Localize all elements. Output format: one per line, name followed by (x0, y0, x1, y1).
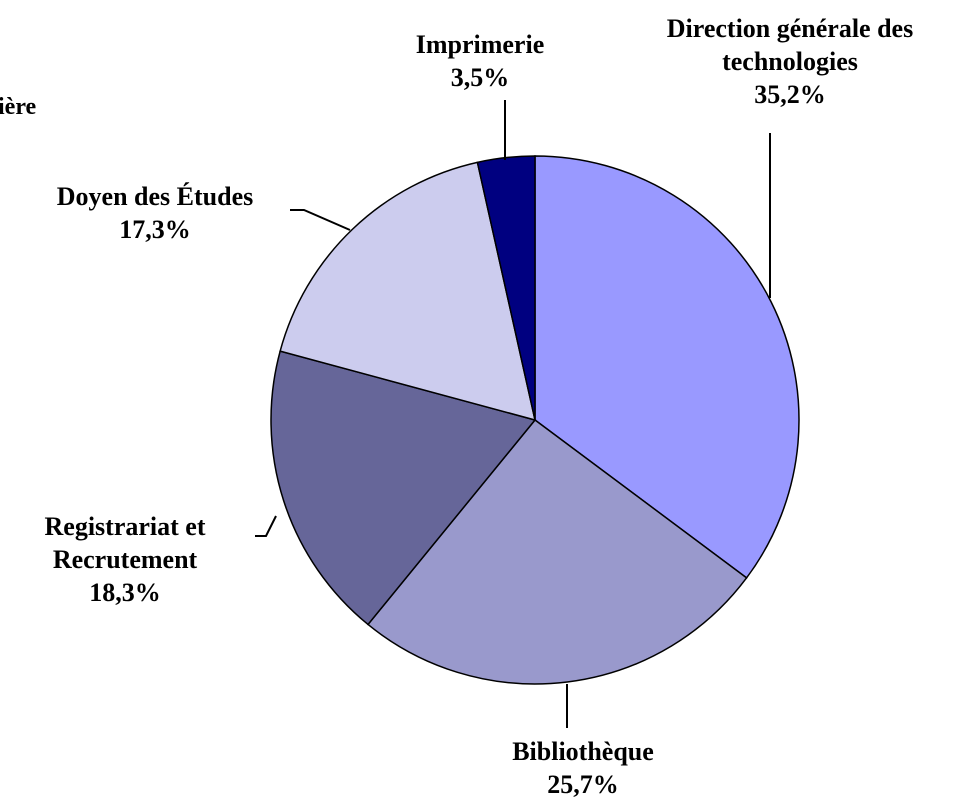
pie-slice (534, 155, 800, 579)
slice-label: Registrariat et Recrutement 18,3% (5, 510, 245, 609)
chart-title: ière (0, 94, 37, 120)
pie-slice (279, 161, 537, 422)
slice-label: Imprimerie 3,5% (380, 28, 580, 94)
slice-label: Direction générale des technologies 35,2% (615, 12, 965, 111)
value-label: 18,3% (89, 578, 161, 607)
category-label: Direction générale des technologies (666, 14, 914, 76)
leader-line (255, 515, 277, 537)
value-label: 3,5% (450, 63, 510, 92)
category-label: Registrariat et Recrutement (44, 512, 206, 574)
value-label: 35,2% (754, 80, 826, 109)
pie-slice (476, 155, 536, 421)
slice-label: Doyen des Études 17,3% (15, 180, 295, 246)
slice-label: Bibliothèque 25,7% (453, 735, 713, 801)
pie-slice (270, 350, 537, 626)
value-label: 17,3% (119, 215, 191, 244)
category-label: Bibliothèque (512, 737, 654, 766)
pie-slice (366, 418, 748, 685)
category-label: Doyen des Études (56, 182, 254, 211)
value-label: 25,7% (547, 770, 619, 799)
category-label: Imprimerie (415, 30, 545, 59)
leader-line (290, 209, 351, 231)
